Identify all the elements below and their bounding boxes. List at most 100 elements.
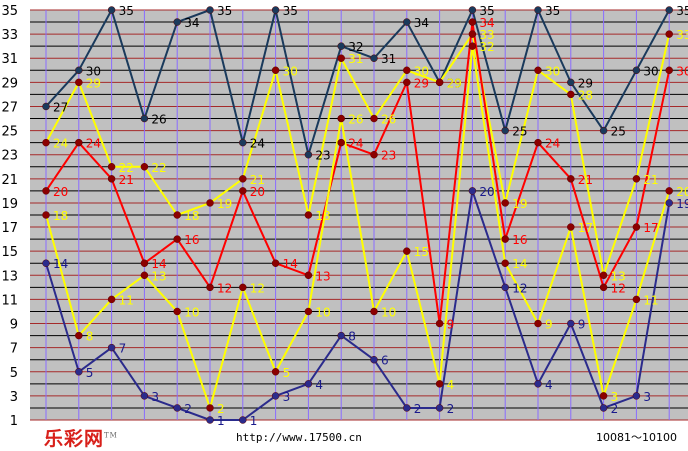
- data-label: 18: [53, 209, 68, 223]
- data-point: [304, 211, 313, 219]
- data-label: 10: [381, 305, 396, 319]
- data-label: 4: [545, 378, 553, 392]
- data-label: 26: [151, 113, 166, 127]
- data-label: 14: [151, 257, 166, 271]
- series-points: [42, 6, 673, 424]
- data-label: 21: [643, 173, 658, 187]
- y-tick-label: 33: [1, 28, 18, 43]
- data-point: [632, 295, 641, 304]
- vertical-gridlines: [45, 10, 670, 420]
- data-label: 34: [414, 16, 429, 30]
- data-label: 33: [479, 28, 494, 42]
- data-label: 35: [545, 4, 560, 18]
- data-point: [304, 307, 313, 316]
- data-label: 20: [676, 185, 688, 199]
- data-point: [107, 6, 116, 14]
- data-point: [107, 163, 116, 171]
- y-tick-label: 9: [10, 318, 18, 333]
- data-point: [468, 187, 477, 195]
- data-point: [75, 66, 83, 75]
- series-lines: [45, 9, 671, 421]
- data-point: [370, 54, 378, 62]
- data-point: [271, 368, 280, 376]
- data-label: 15: [414, 245, 429, 259]
- data-point: [370, 150, 378, 159]
- data-label: 6: [381, 354, 389, 368]
- data-point: [665, 187, 673, 195]
- data-label: 33: [676, 28, 688, 42]
- y-tick-label: 31: [1, 52, 18, 67]
- data-label: 16: [184, 233, 199, 247]
- data-label: 30: [414, 64, 429, 78]
- data-label: 3: [151, 390, 159, 404]
- data-point: [140, 163, 149, 171]
- data-point: [206, 283, 214, 292]
- data-point: [75, 368, 83, 376]
- data-label: 26: [348, 113, 363, 127]
- data-point: [665, 199, 673, 207]
- data-point: [173, 211, 181, 219]
- data-label: 29: [447, 76, 462, 90]
- data-point: [534, 66, 542, 75]
- data-point: [665, 30, 673, 38]
- data-label: 16: [512, 233, 527, 247]
- y-tick-label: 23: [1, 149, 18, 164]
- data-label: 12: [611, 281, 626, 295]
- series-2-line: [45, 33, 671, 277]
- data-point: [468, 6, 477, 14]
- data-point: [42, 187, 50, 195]
- data-label: 17: [643, 221, 658, 235]
- data-label: 2: [217, 402, 225, 416]
- data-label: 24: [545, 137, 560, 151]
- data-point: [271, 392, 280, 400]
- data-label: 21: [250, 173, 265, 187]
- data-label: 21: [119, 173, 134, 187]
- data-point: [140, 114, 149, 123]
- data-point: [337, 138, 345, 147]
- data-point: [337, 42, 345, 50]
- data-point: [501, 199, 509, 207]
- y-tick-label: 19: [1, 197, 18, 212]
- data-label: 3: [611, 390, 619, 404]
- data-label: 18: [315, 209, 330, 223]
- series-5-line: [45, 189, 671, 421]
- data-point: [435, 380, 444, 388]
- data-label: 22: [151, 161, 166, 175]
- data-point: [239, 283, 247, 292]
- data-point: [567, 319, 575, 328]
- data-point: [173, 404, 181, 412]
- logo: 乐彩网TM: [44, 424, 118, 451]
- data-label: 35: [217, 4, 232, 18]
- data-point: [75, 331, 83, 340]
- data-point: [567, 90, 575, 99]
- data-label: 4: [447, 378, 455, 392]
- data-point: [468, 42, 477, 50]
- data-point: [42, 259, 50, 267]
- data-point: [403, 18, 411, 26]
- data-label: 3: [643, 390, 651, 404]
- data-label: 9: [578, 318, 586, 332]
- data-label: 13: [151, 269, 166, 283]
- data-point: [468, 18, 477, 26]
- series-4-line: [45, 45, 671, 409]
- data-point: [140, 271, 149, 280]
- data-label: 29: [86, 76, 101, 90]
- data-point: [567, 223, 575, 231]
- data-point: [239, 138, 247, 147]
- data-point: [599, 271, 608, 280]
- data-label: 10: [315, 305, 330, 319]
- data-label: 35: [676, 4, 688, 18]
- data-label: 1: [217, 414, 225, 428]
- data-label: 19: [676, 197, 688, 211]
- data-label: 24: [250, 137, 265, 151]
- data-label: 35: [283, 4, 298, 18]
- data-label: 29: [578, 76, 593, 90]
- data-label: 1: [250, 414, 258, 428]
- data-label: 8: [348, 330, 356, 344]
- data-point: [665, 6, 673, 14]
- data-point: [271, 6, 280, 14]
- data-point: [239, 416, 247, 424]
- data-point: [206, 416, 214, 424]
- data-point: [534, 138, 542, 147]
